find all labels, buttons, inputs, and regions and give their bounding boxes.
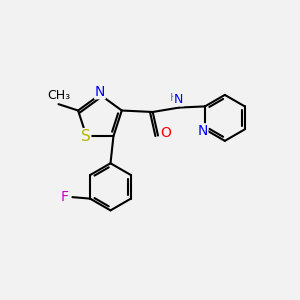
- Text: N: N: [95, 85, 105, 99]
- Text: H: H: [170, 93, 178, 103]
- Text: S: S: [81, 129, 91, 144]
- Text: CH₃: CH₃: [47, 89, 70, 102]
- Text: N: N: [197, 124, 208, 138]
- Text: O: O: [160, 126, 171, 140]
- Text: N: N: [174, 93, 183, 106]
- Text: F: F: [61, 190, 69, 204]
